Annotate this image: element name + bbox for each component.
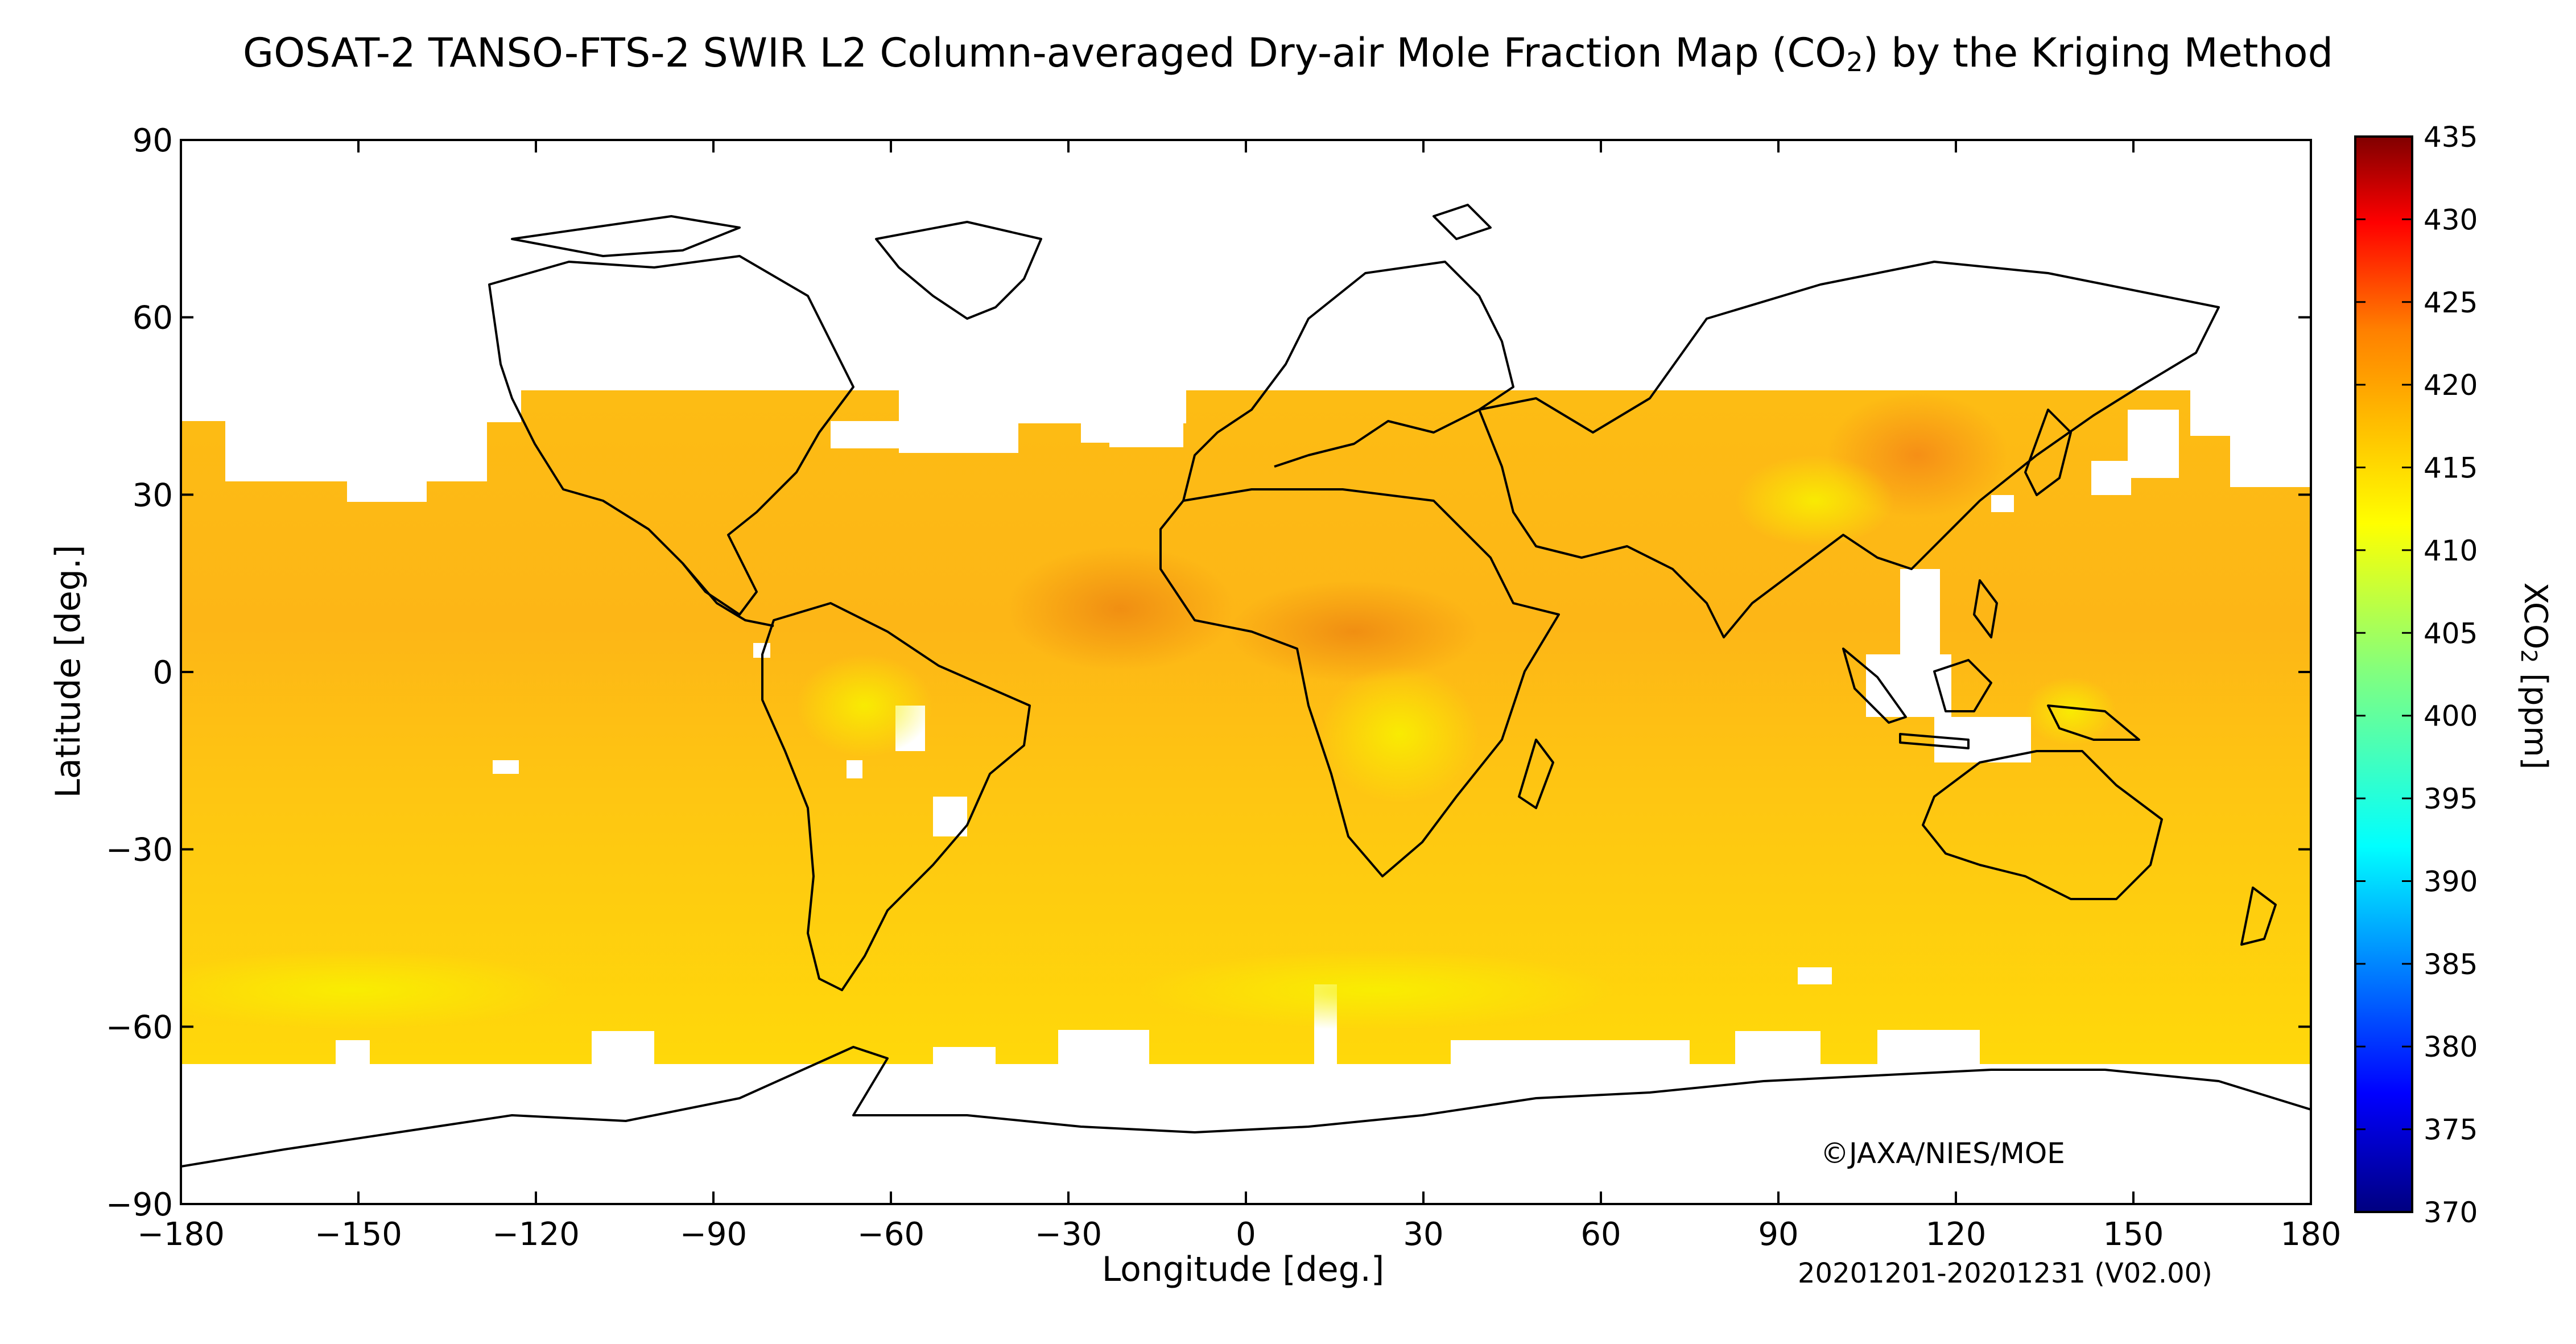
coastline-philippines — [1973, 579, 1998, 638]
y-tick-label: 60 — [133, 300, 173, 337]
coastline-south-america — [761, 602, 1031, 991]
coastline-madagascar — [1518, 739, 1554, 809]
no-data-patch — [847, 760, 862, 778]
x-tick-label: −120 — [492, 1216, 580, 1253]
y-axis-label: Latitude [deg.] — [48, 545, 88, 798]
no-data-patch — [2230, 436, 2311, 487]
copyright-notice: ©JAXA/NIES/MOE — [1820, 1137, 2065, 1170]
no-data-patch — [1058, 1030, 1149, 1064]
no-data-patch — [1866, 654, 1951, 717]
colorbar-tick-label: 370 — [2424, 1196, 2478, 1229]
x-axis-label: Longitude [deg.] — [1101, 1250, 1385, 1289]
coastline-sumatra — [1842, 648, 1907, 724]
colorbar-tick-label: 395 — [2424, 782, 2478, 815]
map-title: GOSAT-2 TANSO-FTS-2 SWIR L2 Column-avera… — [242, 30, 2334, 77]
y-tick-label: −30 — [106, 832, 173, 869]
colorbar-tick-label: 390 — [2424, 865, 2478, 898]
y-tick-label: 30 — [133, 477, 173, 514]
colorbar-tick-label: 430 — [2424, 203, 2478, 236]
no-data-patch — [2128, 410, 2179, 478]
colorbar-tick-label: 405 — [2424, 617, 2478, 650]
x-tick-label: −30 — [1035, 1216, 1102, 1253]
coastline-asia — [1478, 261, 2220, 638]
no-data-patch — [181, 390, 225, 421]
colorbar-tick-label: 400 — [2424, 700, 2478, 733]
y-axis: 90 60 30 0 −30 −60 −90 — [106, 122, 2311, 1223]
coastline-new-zealand — [2240, 887, 2277, 946]
coastline-svalbard — [1433, 204, 1492, 240]
x-tick-label: 180 — [2281, 1216, 2342, 1253]
colorbar-label: XCO2 [ppm] — [2516, 582, 2554, 770]
colorbar-tick-label: 375 — [2424, 1114, 2478, 1147]
x-tick-label: 150 — [2103, 1216, 2164, 1253]
no-data-patch — [831, 421, 899, 448]
hotspot-west-africa — [1007, 546, 1235, 671]
coastline-central-america — [682, 562, 774, 627]
coastline-antarctica — [181, 1046, 2311, 1168]
colorbar-ticks: 435 430 425 420 415 410 405 400 395 390 385 380 375 3… — [2355, 121, 2478, 1229]
no-data-patch — [933, 797, 967, 836]
coastline-new-guinea — [2047, 704, 2140, 741]
colorbar-tick-label: 380 — [2424, 1030, 2478, 1063]
coastline-japan — [2024, 409, 2072, 496]
no-data-patch — [2190, 390, 2311, 436]
colorbar-tick-label: 385 — [2424, 948, 2478, 981]
low-amazon — [796, 654, 933, 757]
low-australia — [2025, 677, 2116, 745]
colorbar-tick-label: 435 — [2424, 121, 2478, 154]
no-data-patch — [225, 390, 487, 481]
x-axis: −180 −150 −120 −90 −60 −30 0 30 60 90 120 150 180 — [137, 140, 2341, 1253]
no-data-patch — [347, 481, 427, 502]
period-label: 20201201-20201231 (V02.00) — [1798, 1258, 2212, 1289]
no-data-patch — [899, 390, 1018, 453]
x-tick-label: 30 — [1403, 1216, 1443, 1253]
no-data-patch — [1991, 495, 2014, 512]
y-tick-label: −90 — [106, 1186, 173, 1223]
no-data-patch — [933, 1047, 996, 1064]
x-tick-label: −180 — [137, 1216, 225, 1253]
x-tick-label: 90 — [1758, 1216, 1798, 1253]
x-tick-label: −150 — [315, 1216, 402, 1253]
coastline-australia — [1922, 750, 2163, 900]
no-data-patch — [592, 1031, 654, 1064]
x-tick-label: −60 — [857, 1216, 924, 1253]
hotspot-central-africa — [1229, 580, 1479, 683]
no-data-patch — [1798, 967, 1832, 984]
no-data-patch — [1877, 1030, 1980, 1064]
x-tick-label: 120 — [1926, 1216, 1987, 1253]
no-data-patch — [493, 760, 519, 774]
low-tibet — [1735, 455, 1894, 546]
no-data-patch — [1735, 1031, 1820, 1064]
low-south-ocean — [1138, 950, 1616, 1030]
coastline-arctic-islands — [511, 215, 741, 257]
y-tick-label: 0 — [152, 654, 173, 691]
coastline-greenland — [875, 221, 1042, 320]
no-data-patch — [1109, 390, 1183, 447]
colorbar — [2354, 135, 2413, 1213]
coastline-north-america — [488, 255, 854, 616]
low-south-ocean — [181, 950, 569, 1030]
low-south-africa — [1320, 666, 1479, 802]
no-data-patch — [1900, 569, 1940, 654]
coastline-europe — [1182, 261, 1514, 501]
no-data-patch — [2091, 461, 2131, 495]
x-tick-label: 60 — [1580, 1216, 1621, 1253]
coastline-borneo — [1933, 659, 1992, 712]
colorbar-tick-label: 425 — [2424, 286, 2478, 319]
coastline-africa — [1159, 488, 1560, 877]
colorbar-tick-label: 415 — [2424, 452, 2478, 485]
y-tick-label: 90 — [133, 122, 173, 159]
coastline-java — [1899, 733, 1970, 749]
colorbar-tick-label: 420 — [2424, 369, 2478, 402]
x-tick-label: 0 — [1236, 1216, 1256, 1253]
no-data-patch — [336, 1040, 370, 1064]
colorbar-tick-label: 410 — [2424, 534, 2478, 567]
x-tick-label: −90 — [680, 1216, 747, 1253]
no-data-patch — [1451, 1040, 1690, 1064]
y-tick-label: −60 — [106, 1009, 173, 1046]
